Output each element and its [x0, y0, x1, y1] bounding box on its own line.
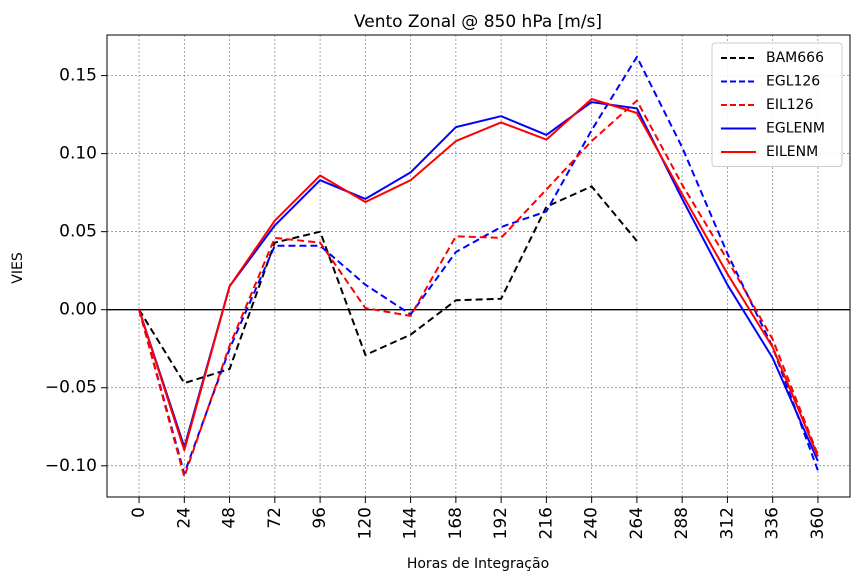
y-tick-label: −0.10 — [45, 456, 97, 476]
legend-label: EIL126 — [766, 97, 814, 113]
legend-label: EILENM — [766, 144, 818, 160]
legend: BAM666 EGL126 EIL126 EGLENM EILENM — [711, 42, 843, 167]
series-line-eglenm — [138, 101, 819, 462]
x-tick-label: 312 — [717, 507, 737, 539]
x-tick-label: 24 — [174, 507, 194, 529]
x-tick-label: 192 — [491, 507, 511, 539]
x-tick-label: 216 — [536, 507, 556, 539]
x-tick-label: 360 — [808, 507, 828, 539]
x-tick-label: 240 — [582, 507, 602, 539]
plot-frame — [106, 34, 851, 498]
x-tick-label: 96 — [310, 507, 330, 529]
series-line-egl126 — [138, 55, 819, 475]
x-tick-label: 336 — [763, 507, 783, 539]
x-tick-label: 144 — [401, 507, 421, 539]
x-tick-label: 288 — [672, 507, 692, 539]
legend-box — [711, 42, 843, 167]
y-tick-label: −0.05 — [45, 378, 97, 398]
y-tick-label: 0.10 — [59, 144, 97, 164]
series-line-eilenm — [138, 98, 819, 457]
x-tick-label: 72 — [265, 507, 285, 529]
plot-series — [107, 55, 850, 478]
series-line-bam666 — [138, 185, 638, 385]
x-tick-label: 120 — [355, 507, 375, 539]
axis-ticks: 0 24 48 72 96 120 144 168 192 216 240 264 288 312 336 3… — [45, 66, 828, 540]
x-axis-label: Horas de Integração — [407, 556, 549, 572]
x-tick-label: 0 — [129, 507, 149, 518]
legend-label: BAM666 — [766, 50, 824, 66]
y-tick-label: 0.15 — [59, 66, 97, 86]
series-line-eil126 — [138, 99, 819, 478]
chart-title: Vento Zonal @ 850 hPa [m/s] — [354, 12, 602, 32]
legend-label: EGL126 — [766, 74, 820, 90]
y-tick-label: 0.05 — [59, 222, 97, 242]
legend-label: EGLENM — [766, 121, 825, 137]
x-tick-label: 264 — [627, 507, 647, 539]
x-tick-label: 168 — [446, 507, 466, 539]
y-tick-label: 0.00 — [59, 300, 97, 320]
x-tick-label: 48 — [220, 507, 240, 529]
y-axis-label: VIES — [10, 252, 26, 284]
